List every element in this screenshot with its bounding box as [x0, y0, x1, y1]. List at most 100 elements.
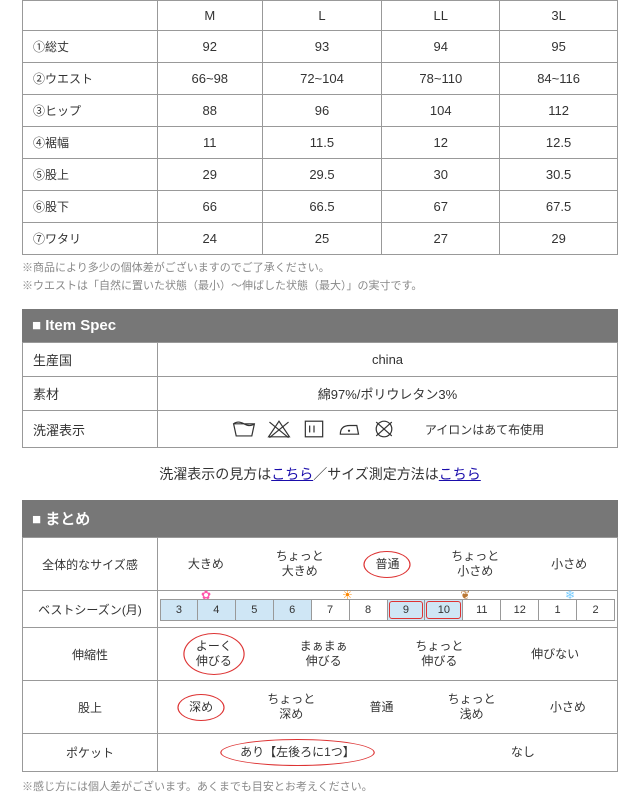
- summary-footnote: ※感じ方には個人差がございます。あくまでも目安とお考えください。: [22, 778, 618, 794]
- fit-opts: 大きめ ちょっと大きめ 普通 ちょっと小さめ 小さめ: [158, 538, 618, 591]
- size-cell: 93: [262, 31, 382, 63]
- option: ちょっと大きめ: [272, 547, 328, 581]
- option: ちょっと伸びる: [411, 637, 467, 671]
- option: 深め: [185, 698, 217, 717]
- stretch-opts: よーく伸びる まぁまぁ伸びる ちょっと伸びる 伸びない: [158, 628, 618, 681]
- spec-value-country: china: [158, 343, 618, 377]
- dryclean-no-icon: [371, 418, 397, 440]
- option: 普通: [365, 698, 397, 717]
- month-cell: 9: [388, 600, 426, 621]
- size-cell: 29.5: [262, 159, 382, 191]
- month-cell: 4: [198, 600, 236, 621]
- links-sep: ／サイズ測定方法は: [313, 466, 439, 482]
- size-row-label: ①総丈: [23, 31, 158, 63]
- size-row-label: ⑦ワタリ: [23, 223, 158, 255]
- size-cell: 11.5: [262, 127, 382, 159]
- pocket-label: ポケット: [23, 734, 158, 772]
- stretch-label: 伸縮性: [23, 628, 158, 681]
- size-cell: 92: [158, 31, 263, 63]
- size-cell: 66: [158, 191, 263, 223]
- summary-table: 全体的なサイズ感 大きめちょっと大きめ普通ちょっと小さめ小さめ ベストシーズン(…: [22, 537, 618, 772]
- washtub-icon: [231, 418, 257, 440]
- month-cell: 7: [312, 600, 350, 621]
- option: ちょっと小さめ: [447, 547, 503, 581]
- spec-value-wash: アイロンはあて布使用: [158, 411, 618, 448]
- season-cell: ✿ ☀ ❦ ❄ 345678910111212: [158, 591, 618, 628]
- option: ちょっと浅め: [444, 690, 500, 724]
- size-row-label: ④裾幅: [23, 127, 158, 159]
- month-cell: 2: [577, 600, 615, 621]
- size-note-2: ※ウエストは「自然に置いた状態（最小）～伸ばした状態（最大）」の実寸です。: [22, 278, 618, 296]
- size-cell: 88: [158, 95, 263, 127]
- size-notes: ※商品により多少の個体差がございますのでご了承ください。 ※ウエストは「自然に置…: [22, 260, 618, 295]
- option: 普通: [371, 555, 403, 574]
- size-col: 3L: [500, 1, 618, 31]
- wash-guide-link[interactable]: こちら: [271, 466, 313, 482]
- season-label: ベストシーズン(月): [23, 591, 158, 628]
- size-cell: 29: [158, 159, 263, 191]
- option: ちょっと深め: [263, 690, 319, 724]
- size-cell: 12.5: [500, 127, 618, 159]
- dry-icon: [301, 418, 327, 440]
- option: 小さめ: [547, 555, 591, 574]
- size-cell: 29: [500, 223, 618, 255]
- size-note-1: ※商品により多少の個体差がございますのでご了承ください。: [22, 260, 618, 278]
- size-cell: 96: [262, 95, 382, 127]
- size-col-blank: [23, 1, 158, 31]
- info-links: 洗濯表示の見方はこちら／サイズ測定方法はこちら: [22, 464, 618, 484]
- month-cell: 1: [539, 600, 577, 621]
- size-cell: 30.5: [500, 159, 618, 191]
- spec-table: 生産国 china 素材 綿97%/ポリウレタン3% 洗濯表示: [22, 342, 618, 448]
- size-cell: 66.5: [262, 191, 382, 223]
- fit-label: 全体的なサイズ感: [23, 538, 158, 591]
- spec-value-material: 綿97%/ポリウレタン3%: [158, 377, 618, 411]
- summary-header: まとめ: [22, 500, 618, 537]
- option: 大きめ: [184, 555, 228, 574]
- option: まぁまぁ伸びる: [296, 637, 352, 671]
- month-cell: 6: [274, 600, 312, 621]
- option: 小さめ: [546, 698, 590, 717]
- month-cell: 12: [501, 600, 539, 621]
- option: 伸びない: [527, 645, 583, 664]
- size-table: M L LL 3L ①総丈92939495②ウエスト66~9872~10478~…: [22, 0, 618, 255]
- size-cell: 27: [382, 223, 500, 255]
- rise-opts: 深め ちょっと深め 普通 ちょっと浅め 小さめ: [158, 681, 618, 734]
- size-cell: 78~110: [382, 63, 500, 95]
- option: よーく伸びる: [192, 637, 236, 671]
- spec-label-material: 素材: [23, 377, 158, 411]
- size-cell: 67: [382, 191, 500, 223]
- size-col: M: [158, 1, 263, 31]
- month-cell: 3: [160, 600, 198, 621]
- rise-label: 股上: [23, 681, 158, 734]
- option: あり【左後ろに1つ】: [236, 743, 359, 762]
- size-row-label: ⑤股上: [23, 159, 158, 191]
- pocket-opts: あり【左後ろに1つ】 なし: [158, 734, 618, 772]
- bleach-no-icon: [266, 418, 292, 440]
- size-row-label: ③ヒップ: [23, 95, 158, 127]
- size-cell: 104: [382, 95, 500, 127]
- month-cell: 11: [463, 600, 501, 621]
- size-cell: 112: [500, 95, 618, 127]
- size-guide-link[interactable]: こちら: [439, 466, 481, 482]
- size-cell: 11: [158, 127, 263, 159]
- size-col: L: [262, 1, 382, 31]
- spec-label-wash: 洗濯表示: [23, 411, 158, 448]
- size-cell: 30: [382, 159, 500, 191]
- iron-icon: [336, 418, 362, 440]
- spec-header: Item Spec: [22, 309, 618, 342]
- spec-label-country: 生産国: [23, 343, 158, 377]
- wash-icons: [231, 418, 397, 440]
- option: なし: [507, 743, 539, 762]
- links-pre: 洗濯表示の見方は: [159, 466, 271, 482]
- size-cell: 25: [262, 223, 382, 255]
- size-cell: 66~98: [158, 63, 263, 95]
- size-cell: 95: [500, 31, 618, 63]
- size-cell: 72~104: [262, 63, 382, 95]
- size-cell: 84~116: [500, 63, 618, 95]
- size-cell: 24: [158, 223, 263, 255]
- wash-note: アイロンはあて布使用: [425, 421, 544, 438]
- size-cell: 94: [382, 31, 500, 63]
- month-cell: 8: [350, 600, 388, 621]
- month-cell: 10: [425, 600, 463, 621]
- size-row-label: ②ウエスト: [23, 63, 158, 95]
